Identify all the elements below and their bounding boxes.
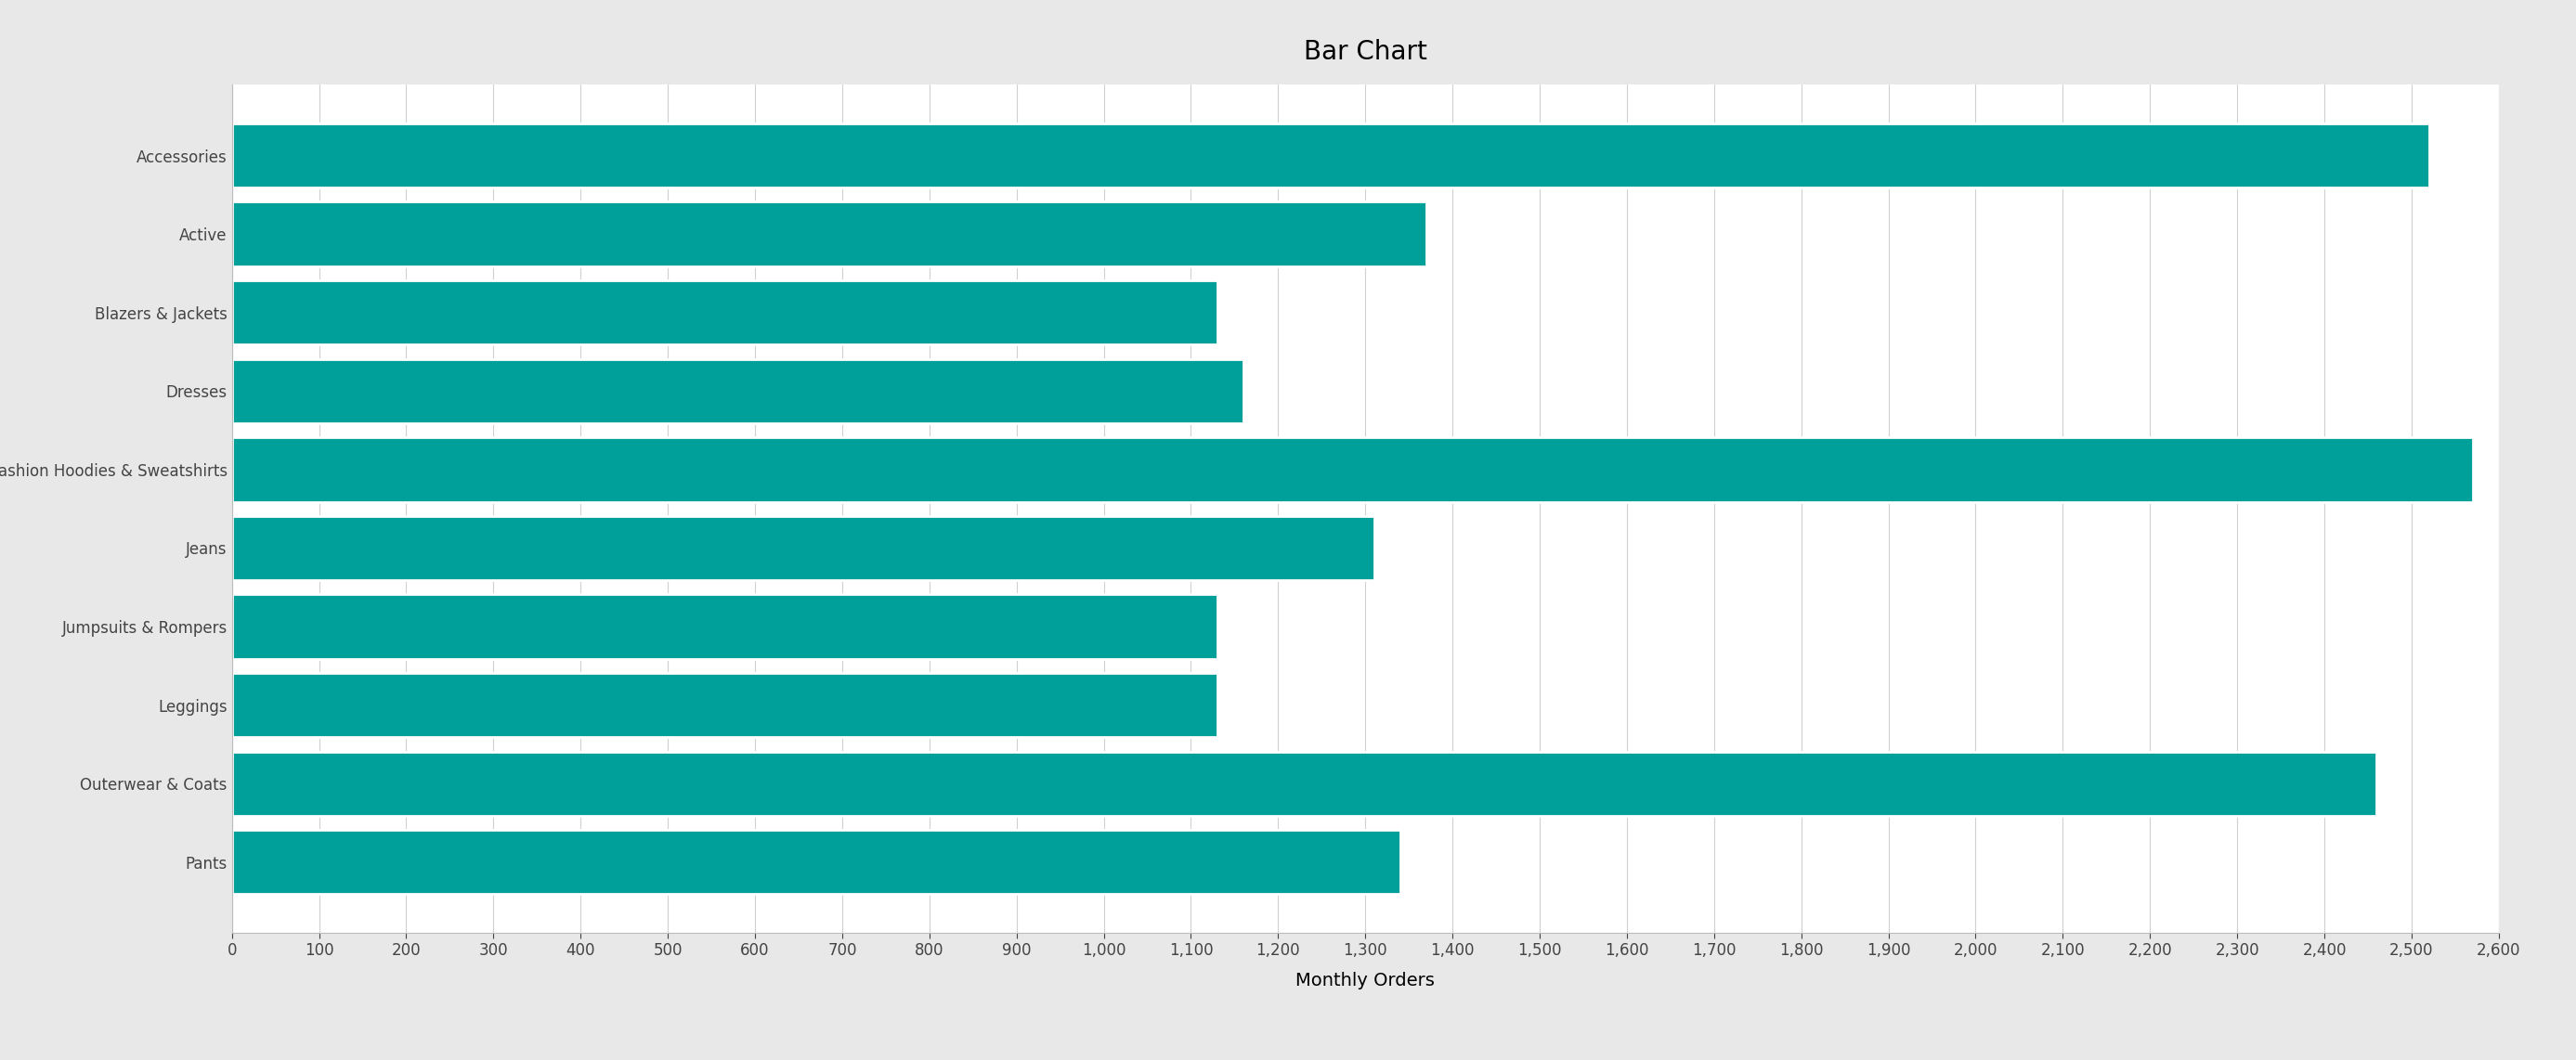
Bar [232, 830, 1401, 895]
Bar [232, 752, 2378, 816]
Bar [232, 438, 2473, 501]
Bar [232, 516, 1373, 580]
Bar [232, 123, 2429, 188]
Bar [232, 673, 1216, 738]
Bar [232, 359, 1244, 423]
Bar [232, 201, 1427, 266]
Bar [232, 595, 1216, 658]
Bar [232, 280, 1216, 344]
X-axis label: Monthly Orders: Monthly Orders [1296, 972, 1435, 990]
Title: Bar Chart: Bar Chart [1303, 38, 1427, 65]
